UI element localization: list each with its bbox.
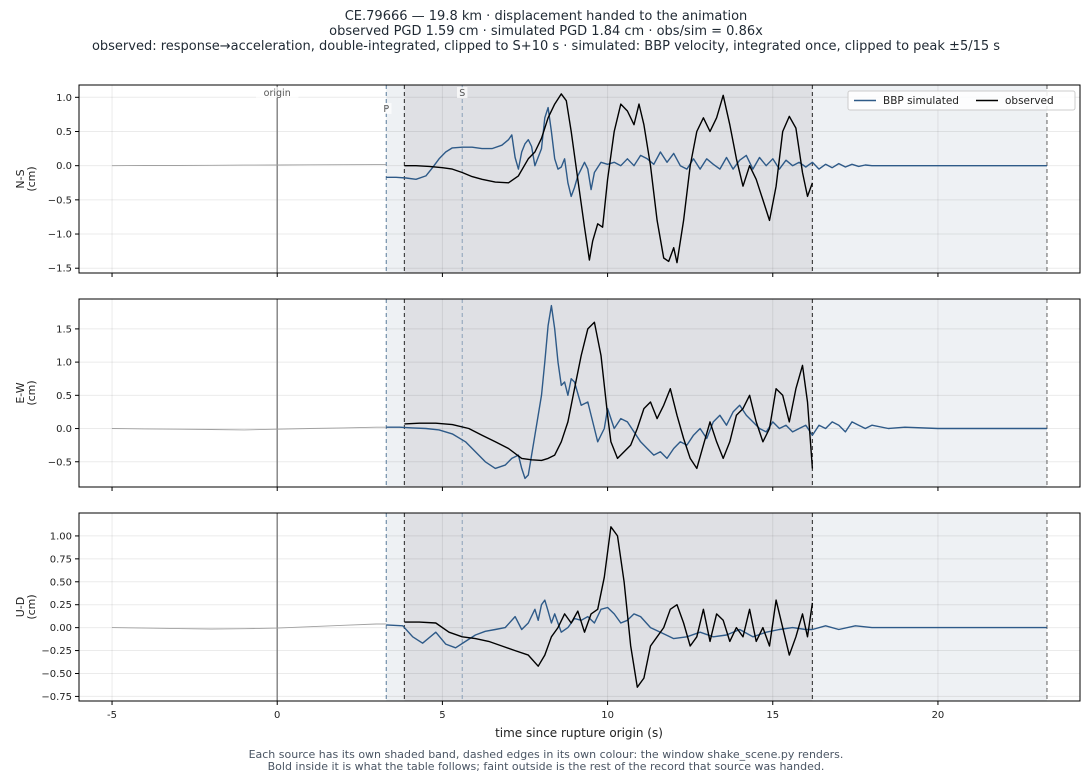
- y-tick-label: 1.0: [56, 358, 72, 369]
- x-tick-label: 20: [932, 710, 945, 721]
- y-tick-label: 0.5: [56, 391, 72, 402]
- y-tick-label: 0.5: [56, 127, 72, 138]
- y-tick-label: −0.75: [41, 692, 72, 703]
- panels-layer: 1.0 0.5 0.0 −0.5 −1.0 −1.5 N-S(cm) origin P S BBP …: [14, 84, 1081, 721]
- y-tick-label: 0.0: [56, 424, 72, 435]
- y-tick-label: −0.5: [48, 457, 72, 468]
- simulated-series-faint: [111, 426, 387, 431]
- observed-series-bold: [404, 93, 814, 264]
- title-line-2: observed PGD 1.59 cm · simulated PGD 1.8…: [329, 24, 763, 39]
- panel-3: 1.00 0.75 0.50 0.25 0.00 −0.25 −0.50 −0.75 -5 0 5 1…: [14, 512, 1081, 721]
- panel-frame: [78, 298, 1081, 488]
- footer-line-1: Each source has its own shaded band, das…: [249, 748, 844, 761]
- x-tick-label: 5: [439, 710, 445, 721]
- y-tick-label: 0.0: [56, 161, 72, 172]
- observed-window-band: [404, 85, 813, 273]
- x-tick-label: 0: [274, 710, 280, 721]
- legend-entry: BBP simulated: [883, 95, 959, 107]
- title-line-3: observed: response→acceleration, double-…: [92, 39, 1000, 54]
- y-tick-label: 1.5: [56, 324, 72, 335]
- legend-box: [847, 90, 1076, 111]
- y-tick-label: −1.0: [48, 230, 72, 241]
- marker-label-origin: origin: [264, 88, 291, 99]
- x-tick-label: -5: [107, 710, 117, 721]
- marker-label-bg: [256, 87, 299, 98]
- y-tick-label: −0.25: [41, 646, 72, 657]
- observed-window-band: [404, 299, 813, 487]
- x-axis-label: time since rupture origin (s): [495, 726, 663, 740]
- footer-line-2: Bold inside it is what the table follows…: [268, 760, 825, 773]
- panel-1: 1.0 0.5 0.0 −0.5 −1.0 −1.5 N-S(cm) origin P S BBP …: [14, 84, 1081, 277]
- marker-label-bg: [381, 103, 392, 114]
- legend-entry: observed: [1005, 95, 1054, 107]
- x-tick-label: 15: [766, 710, 779, 721]
- y-tick-label: 0.00: [50, 623, 72, 634]
- legend: BBP simulated observed: [847, 90, 1076, 111]
- y-tick-label: −1.5: [48, 264, 72, 275]
- y-tick-label: 0.75: [50, 554, 72, 565]
- y-tick-label: −0.50: [41, 669, 72, 680]
- y-tick-label: 0.50: [50, 577, 72, 588]
- y-tick-label: −0.5: [48, 195, 72, 206]
- panel-frame: [78, 84, 1081, 274]
- observed-series-bold: [404, 526, 814, 688]
- x-tick-label: 10: [601, 710, 614, 721]
- marker-label-p: P: [383, 104, 389, 115]
- title-line-1: CE.79666 — 19.8 km · displacement handed…: [345, 9, 748, 24]
- observed-series-bold: [404, 321, 814, 470]
- y-tick-label: 0.25: [50, 600, 72, 611]
- marker-label-bg: [457, 87, 468, 98]
- simulated-series-faint: [111, 164, 387, 167]
- panel-2: 1.5 1.0 0.5 0.0 −0.5 E-W(cm): [14, 298, 1081, 491]
- y-axis-label: N-S(cm): [14, 166, 38, 191]
- simulated-series-bold: [386, 106, 1047, 198]
- y-axis-label: E-W(cm): [14, 380, 38, 405]
- marker-label-s: S: [459, 88, 465, 99]
- simulated-series-faint: [111, 623, 387, 630]
- panel-frame: [78, 512, 1081, 702]
- y-tick-label: 1.00: [50, 531, 72, 542]
- simulated-series-bold: [386, 304, 1047, 480]
- y-tick-label: 1.0: [56, 93, 72, 104]
- y-axis-label: U-D(cm): [14, 594, 38, 619]
